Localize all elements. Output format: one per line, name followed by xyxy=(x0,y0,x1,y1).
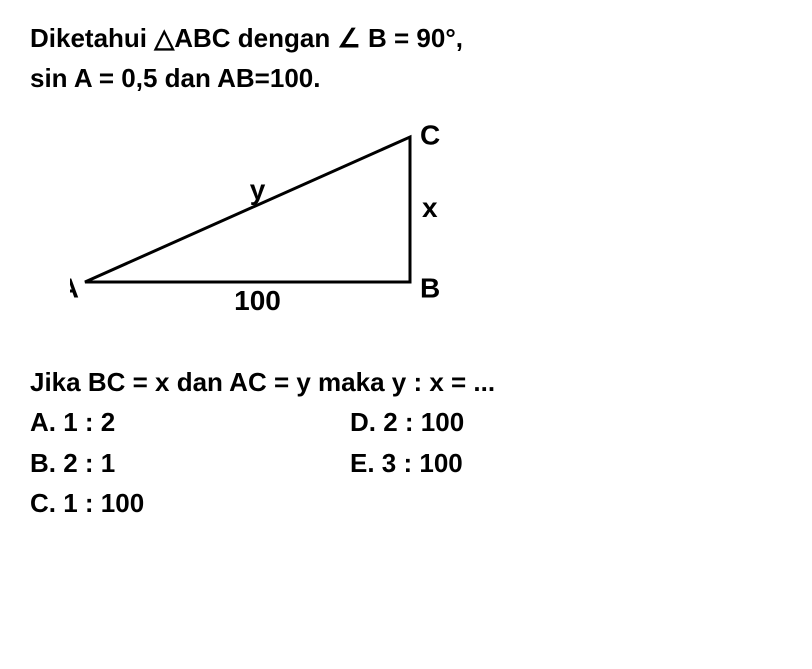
answer-options: A. 1 : 2 D. 2 : 100 B. 2 : 1 E. 3 : 100 … xyxy=(30,404,630,521)
option-a: A. 1 : 2 xyxy=(30,404,310,440)
option-b: B. 2 : 1 xyxy=(30,445,310,481)
svg-text:x: x xyxy=(422,192,438,223)
svg-text:C: C xyxy=(420,119,440,150)
problem-line-2: sin A = 0,5 dan AB=100. xyxy=(30,60,782,96)
triangle-diagram: A B C y x 100 xyxy=(70,112,782,349)
svg-text:y: y xyxy=(250,174,266,205)
option-c: C. 1 : 100 xyxy=(30,485,310,521)
svg-text:100: 100 xyxy=(234,285,281,316)
option-e: E. 3 : 100 xyxy=(350,445,630,481)
option-d: D. 2 : 100 xyxy=(350,404,630,440)
question-line: Jika BC = x dan AC = y maka y : x = ... xyxy=(30,364,782,400)
svg-text:A: A xyxy=(70,272,79,303)
svg-text:B: B xyxy=(420,272,440,303)
problem-line-1: Diketahui △ABC dengan ∠ B = 90°, xyxy=(30,20,782,56)
